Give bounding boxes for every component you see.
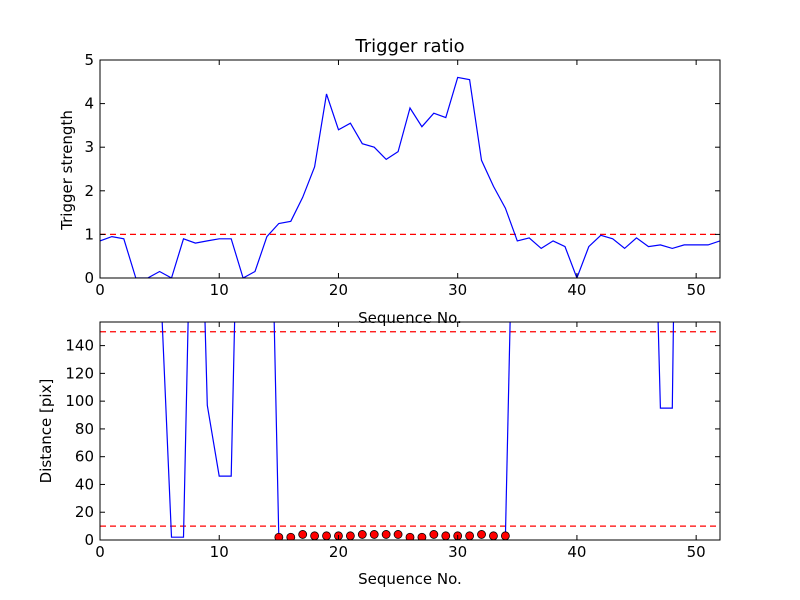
x-tick-label: 40	[567, 281, 586, 299]
y-tick-label: 100	[65, 392, 94, 410]
plot-area: 0 10 20 30 40 50 0 20 40 60 80 100 120 140	[65, 321, 721, 561]
y-tick-label: 80	[75, 420, 94, 438]
y-tick-label: 40	[75, 475, 94, 493]
x-tick-label: 0	[95, 543, 105, 561]
data-point	[286, 532, 296, 540]
x-tick-label: 0	[95, 281, 105, 299]
x-tick-label: 10	[210, 543, 229, 561]
x-tick-label: 50	[687, 281, 706, 299]
data-point	[417, 532, 427, 540]
x-axis-label: Sequence No.	[358, 309, 462, 327]
y-axis-label: Distance [pix]	[37, 379, 55, 484]
y-tick-label: 2	[84, 182, 94, 200]
data-point	[477, 530, 486, 539]
x-tick-label: 20	[329, 543, 348, 561]
y-tick-label: 140	[65, 337, 94, 355]
data-point	[274, 532, 284, 540]
data-point	[429, 530, 439, 539]
series-line	[161, 322, 280, 538]
series-line	[100, 76, 720, 278]
series-line	[657, 322, 675, 409]
data-point	[500, 531, 510, 540]
data-point	[441, 531, 451, 540]
y-tick-label: 5	[84, 51, 94, 69]
y-tick-label: 1	[84, 225, 94, 243]
data-point	[465, 531, 475, 540]
data-point	[345, 531, 355, 540]
trigger-ratio-plot: Trigger ratio Trigger strength Sequence …	[58, 36, 721, 327]
y-tick-label: 3	[84, 138, 94, 156]
data-point	[357, 530, 367, 539]
x-tick-label: 30	[448, 543, 467, 561]
x-tick-label: 30	[448, 281, 467, 299]
chart-title: Trigger ratio	[354, 36, 464, 57]
y-tick-label: 120	[65, 364, 94, 382]
data-point	[369, 530, 379, 539]
y-tick-label: 0	[84, 531, 94, 549]
y-tick-label: 20	[75, 503, 94, 521]
x-tick-label: 10	[210, 281, 229, 299]
axes-frame	[99, 59, 721, 279]
data-point	[310, 531, 320, 540]
data-point	[322, 531, 331, 540]
y-tick-label: 0	[84, 269, 94, 287]
x-tick-label: 50	[687, 543, 706, 561]
data-point	[298, 530, 308, 539]
series-layer	[100, 76, 720, 278]
y-tick-label: 60	[75, 448, 94, 466]
axes-frame	[99, 321, 721, 541]
series-layer	[100, 322, 720, 540]
x-tick-label: 40	[567, 543, 586, 561]
plot-area: 0 10 20 30 40 50 0 1 2 3 4 5	[84, 51, 721, 299]
x-axis-label: Sequence No.	[358, 570, 462, 588]
y-tick-label: 4	[84, 95, 94, 113]
data-point	[489, 531, 498, 540]
data-point	[381, 530, 391, 539]
data-point	[405, 532, 415, 540]
data-point	[393, 530, 403, 539]
x-tick-label: 20	[329, 281, 348, 299]
series-line	[504, 322, 511, 538]
y-axis-label: Trigger strength	[58, 110, 76, 231]
distance-plot: Distance [pix] Sequence No. 0 10 20 30 40 500…	[37, 321, 721, 588]
